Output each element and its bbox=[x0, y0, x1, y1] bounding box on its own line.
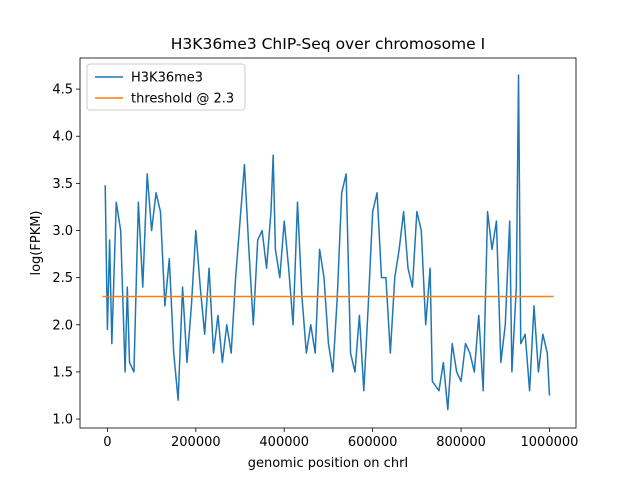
legend-box bbox=[86, 63, 246, 111]
x-axis-label: genomic position on chrI bbox=[248, 456, 409, 471]
y-tick-label: 3.0 bbox=[52, 224, 73, 239]
plot-frame bbox=[79, 57, 577, 429]
legend-label: H3K36me3 bbox=[131, 71, 203, 86]
x-tick-label: 1000000 bbox=[521, 435, 579, 450]
x-tick-label: 800000 bbox=[436, 435, 486, 450]
y-tick-label: 4.0 bbox=[52, 130, 73, 145]
x-tick-label: 0 bbox=[103, 435, 111, 450]
chart-title: H3K36me3 ChIP-Seq over chromosome I bbox=[171, 35, 485, 53]
x-tick-label: 200000 bbox=[171, 435, 221, 450]
x-tick-label: 600000 bbox=[348, 435, 398, 450]
y-tick-label: 4.5 bbox=[52, 83, 73, 98]
y-axis-label: log(FPKM) bbox=[29, 210, 44, 275]
y-tick-label: 2.5 bbox=[52, 271, 73, 286]
y-tick-label: 1.5 bbox=[52, 365, 73, 380]
data-line bbox=[104, 74, 551, 411]
y-tick-label: 1.0 bbox=[52, 413, 73, 428]
legend-label: threshold @ 2.3 bbox=[131, 92, 234, 107]
x-tick-label: 400000 bbox=[259, 435, 309, 450]
y-tick-label: 2.0 bbox=[52, 318, 73, 333]
y-tick-label: 3.5 bbox=[52, 177, 73, 192]
